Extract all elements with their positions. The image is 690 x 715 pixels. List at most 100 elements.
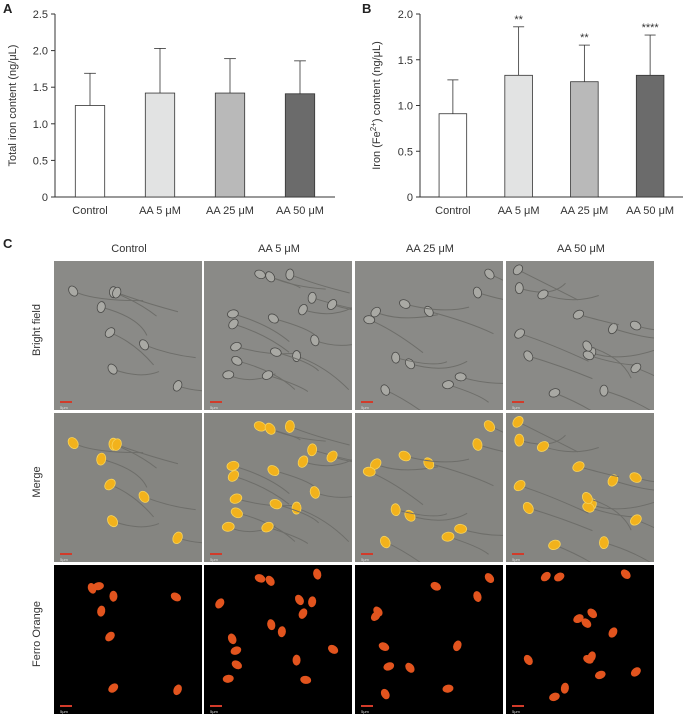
sperm-head [363,315,376,325]
sperm-head-fluorescent [107,515,119,528]
micrograph-image [215,568,339,684]
micrograph-merge-aa50: 5μm [506,413,654,562]
iron-signal [620,569,631,579]
column-header-aa25: AA 25 μM [406,243,454,255]
sperm-tail [554,392,591,410]
sperm-tail [312,449,352,461]
sperm-head [222,370,235,380]
sperm-head [423,305,434,317]
sperm-head [265,271,276,283]
sperm-tail [116,444,179,465]
sperm-tail [72,290,144,302]
micrograph-image [68,285,202,392]
sperm-head-fluorescent [514,433,525,447]
micrograph-image [362,420,503,562]
scale-bar-label: 5μm [512,709,520,714]
sperm-tail [72,442,144,454]
iron-signal [267,619,276,631]
sperm-head [514,282,524,295]
sperm-tail [591,349,654,358]
sperm-head-fluorescent [111,438,122,451]
sperm-head [231,355,243,366]
row-header-ferro-orange: Ferro Orange [31,600,43,668]
sperm-head-fluorescent [138,490,150,503]
iron-signal [227,633,237,645]
bar [284,93,316,198]
iron-signal [170,592,182,602]
micrograph-bright-field-control: 5μm [54,261,202,410]
sperm-head [327,299,338,310]
sperm-head-fluorescent [380,535,391,549]
iron-signal [383,662,395,671]
sperm-head [442,380,454,390]
iron-signal [594,670,606,680]
x-tick-label: Control [72,205,107,217]
iron-signal [573,614,584,624]
bar [570,81,599,198]
iron-signal [378,642,390,651]
sperm-tail [101,306,148,336]
sperm-head-fluorescent [227,470,240,482]
sperm-head [298,303,308,316]
sperm-head-fluorescent [536,441,549,452]
sperm-head-fluorescent [326,450,338,463]
panel-label-b: B [362,1,372,16]
scale-bar [210,705,222,707]
y-tick-label: 0 [407,192,413,204]
sperm-tail [409,360,468,369]
y-tick-label: 1.5 [398,55,413,67]
sperm-tail [369,471,424,506]
iron-signal [560,682,569,694]
sperm-head [399,299,411,309]
scale-bar-label: 5μm [512,557,520,562]
sperm-tail [428,462,494,487]
sperm-head-fluorescent [264,422,276,435]
sperm-tail [289,426,350,446]
significance-label: **** [642,22,660,34]
y-tick-label: 1.5 [33,82,48,94]
sperm-head-fluorescent [441,531,455,542]
sperm-head [96,301,106,313]
x-tick-label: AA 5 μM [139,205,181,217]
sperm-tail [101,458,148,488]
micrograph-merge-aa5: 5μm [204,413,352,562]
sperm-head-fluorescent [104,478,116,491]
scale-bar [512,401,524,403]
sperm-tail [289,274,350,294]
sperm-tail [314,491,352,498]
sperm-tail [519,485,589,514]
scale-bar-label: 5μm [60,557,68,562]
sperm-tail [477,292,503,300]
x-tick-label: Control [435,205,470,217]
sperm-tail [385,541,421,562]
scale-bar-label: 5μm [210,405,218,410]
bar [438,113,468,198]
scale-bar-label: 5μm [512,405,520,410]
scale-bar-label: 5μm [60,405,68,410]
sperm-head-fluorescent [297,455,309,468]
column-header-aa50: AA 50 μM [557,243,605,255]
x-tick-label: AA 25 μM [206,205,254,217]
sperm-head-fluorescent [599,536,609,550]
sperm-head-fluorescent [483,420,496,432]
iron-signal [587,608,598,619]
sperm-head [582,350,595,361]
sperm-head [307,291,317,304]
sperm-head-fluorescent [630,514,642,526]
sperm-head [267,313,279,324]
scale-bar [60,705,72,707]
iron-signal [473,591,482,602]
sperm-head [629,320,642,331]
sperm-head-fluorescent [572,461,585,472]
sperm-tail [269,276,326,290]
scale-bar-label: 5μm [361,405,369,410]
column-header-control: Control [111,243,147,255]
sperm-head [484,268,495,280]
bar [74,105,106,198]
sperm-head [285,268,295,281]
x-tick-label: AA 50 μM [626,205,674,217]
iron-signal [109,590,118,602]
sperm-tail [177,385,202,392]
sperm-head [230,342,242,352]
micrograph-image [512,416,654,562]
